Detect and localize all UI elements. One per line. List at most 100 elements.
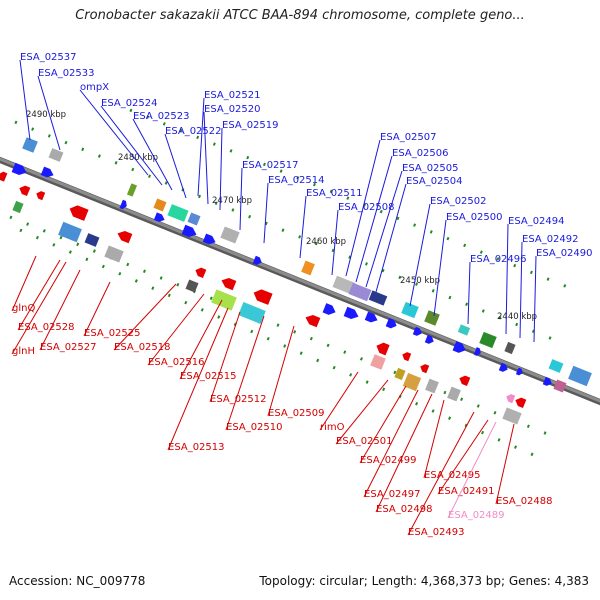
reverse-gene-arrow[interactable] — [401, 351, 412, 362]
bottom_genes-label[interactable]: ESA_02497 — [364, 489, 421, 500]
reverse-gene-arrow[interactable] — [514, 396, 527, 409]
bottom_genes-label[interactable]: ESA_02495 — [424, 470, 481, 481]
forward-gene-arrow[interactable] — [364, 311, 379, 325]
highlighted-gene-arrow[interactable] — [505, 393, 516, 404]
reverse-gene-arrow[interactable] — [419, 363, 430, 374]
bottom_genes-label[interactable]: ESA_02501 — [336, 436, 393, 447]
feature-box — [167, 204, 189, 222]
bottom_genes-label[interactable]: ESA_02516 — [148, 357, 205, 368]
forward-gene-arrow[interactable] — [498, 362, 509, 373]
bottom_genes-leader — [407, 411, 475, 536]
top_genes-label[interactable]: ESA_02524 — [101, 98, 158, 109]
feature-box — [301, 260, 315, 276]
reverse-gene-arrow[interactable] — [374, 341, 390, 356]
bottom_genes-leader — [167, 307, 229, 451]
reverse-gene-arrow[interactable] — [18, 184, 31, 197]
top_genes-label[interactable]: ESA_02537 — [20, 52, 77, 63]
bottom_genes-leader — [363, 389, 419, 498]
scale-label: 2480 kbp — [118, 153, 158, 163]
bottom_genes-label[interactable]: ESA_02499 — [360, 455, 417, 466]
forward-gene-arrow[interactable] — [181, 224, 199, 240]
bottom_genes-label[interactable]: ESA_02512 — [210, 394, 267, 405]
bottom_genes-label[interactable]: ESA_02515 — [180, 371, 237, 382]
forward-gene-arrow[interactable] — [424, 334, 435, 345]
top_genes-label[interactable]: ESA_02496 — [470, 254, 527, 265]
bottom_genes-label[interactable]: rimO — [320, 422, 345, 433]
top_genes-label[interactable]: ESA_02490 — [536, 248, 593, 259]
feature-box — [502, 407, 522, 425]
reverse-gene-arrow[interactable] — [0, 170, 8, 182]
top_genes-label[interactable]: ESA_02492 — [522, 234, 579, 245]
bottom_genes-label[interactable]: ESA_02513 — [168, 442, 225, 453]
bottom_genes-label[interactable]: ESA_02525 — [84, 328, 141, 339]
top_genes-leader — [197, 97, 205, 197]
bottom_genes-label[interactable]: ESA_02527 — [40, 342, 97, 353]
reverse-gene-arrow[interactable] — [35, 190, 46, 201]
bottom_genes-label[interactable]: ESA_02509 — [268, 408, 325, 419]
reverse-gene-arrow[interactable] — [220, 276, 237, 291]
bottom_genes-label[interactable]: ESA_02498 — [376, 504, 433, 515]
bottom_genes-label[interactable]: ESA_02491 — [438, 486, 495, 497]
top_genes-label[interactable]: ESA_02519 — [222, 120, 279, 131]
forward-gene-arrow[interactable] — [542, 376, 553, 387]
top_genes-leader — [409, 203, 431, 307]
top_genes-label[interactable]: ESA_02507 — [380, 132, 437, 143]
top_genes-label[interactable]: ESA_02517 — [242, 160, 299, 171]
feature-box — [479, 331, 497, 349]
forward-gene-arrow[interactable] — [40, 166, 55, 180]
top_genes-label[interactable]: ESA_02500 — [446, 212, 503, 223]
forward-gene-arrow[interactable] — [385, 317, 399, 330]
bottom_genes-label[interactable]: ESA_02493 — [408, 527, 465, 538]
top_genes-label[interactable]: ESA_02504 — [406, 176, 463, 187]
forward-gene-arrow[interactable] — [322, 303, 338, 317]
forward-gene-arrow[interactable] — [343, 306, 361, 322]
top_genes-label[interactable]: ESA_02505 — [402, 163, 459, 174]
top_genes-label[interactable]: ESA_02522 — [165, 126, 222, 137]
top_genes-label[interactable]: ESA_02533 — [38, 68, 95, 79]
top_genes-label[interactable]: ESA_02521 — [204, 90, 261, 101]
bottom_genes-leader — [267, 325, 295, 417]
top_genes-leader — [37, 75, 61, 151]
reverse-gene-arrow[interactable] — [194, 266, 207, 279]
feature-box — [332, 275, 356, 295]
forward-gene-arrow[interactable] — [515, 367, 524, 377]
forward-gene-arrow[interactable] — [11, 162, 29, 178]
bottom_genes-label[interactable]: ESA_02510 — [226, 422, 283, 433]
bottom_genes-label[interactable]: ESA_02518 — [114, 342, 171, 353]
top_genes-label[interactable]: ESA_02520 — [204, 104, 261, 115]
bottom_genes-label[interactable]: glnQ — [12, 303, 35, 314]
forward-gene-arrow[interactable] — [119, 199, 129, 211]
reverse-gene-arrow[interactable] — [304, 313, 321, 328]
forward-gene-arrow[interactable] — [473, 347, 483, 357]
reverse-gene-arrow[interactable] — [458, 374, 471, 387]
top_genes-label[interactable]: ESA_02523 — [133, 111, 190, 122]
feature-box — [185, 279, 199, 293]
top_genes-leader — [505, 223, 509, 335]
forward-gene-arrow[interactable] — [452, 341, 468, 355]
top_genes-label[interactable]: ESA_02514 — [268, 175, 325, 186]
bottom_genes-label[interactable]: ESA_02489 — [448, 510, 505, 521]
top_genes-leader — [533, 255, 537, 343]
reverse-gene-arrow[interactable] — [67, 203, 89, 221]
feature-box — [12, 200, 24, 214]
bottom_genes-label[interactable]: ESA_02528 — [18, 322, 75, 333]
forward-gene-arrow[interactable] — [412, 326, 423, 337]
top_genes-label[interactable]: ompX — [80, 82, 109, 93]
bottom_genes-label[interactable]: glnH — [12, 346, 35, 357]
feature-box — [401, 301, 419, 319]
reverse-gene-arrow[interactable] — [116, 229, 133, 244]
forward-gene-arrow[interactable] — [202, 233, 217, 247]
feature-box — [22, 137, 38, 153]
top_genes-label[interactable]: ESA_02511 — [306, 188, 363, 199]
reverse-gene-arrow[interactable] — [251, 287, 273, 305]
bottom_genes-label[interactable]: ESA_02488 — [496, 496, 553, 507]
top_genes-label[interactable]: ESA_02508 — [338, 202, 395, 213]
feature-box — [424, 310, 440, 326]
top_genes-label[interactable]: ESA_02494 — [508, 216, 565, 227]
top_genes-label[interactable]: ESA_02502 — [430, 196, 487, 207]
top_genes-label[interactable]: ESA_02506 — [392, 148, 449, 159]
forward-gene-arrow[interactable] — [252, 255, 263, 266]
top_genes-leader — [164, 133, 187, 199]
forward-gene-arrow[interactable] — [153, 212, 166, 223]
